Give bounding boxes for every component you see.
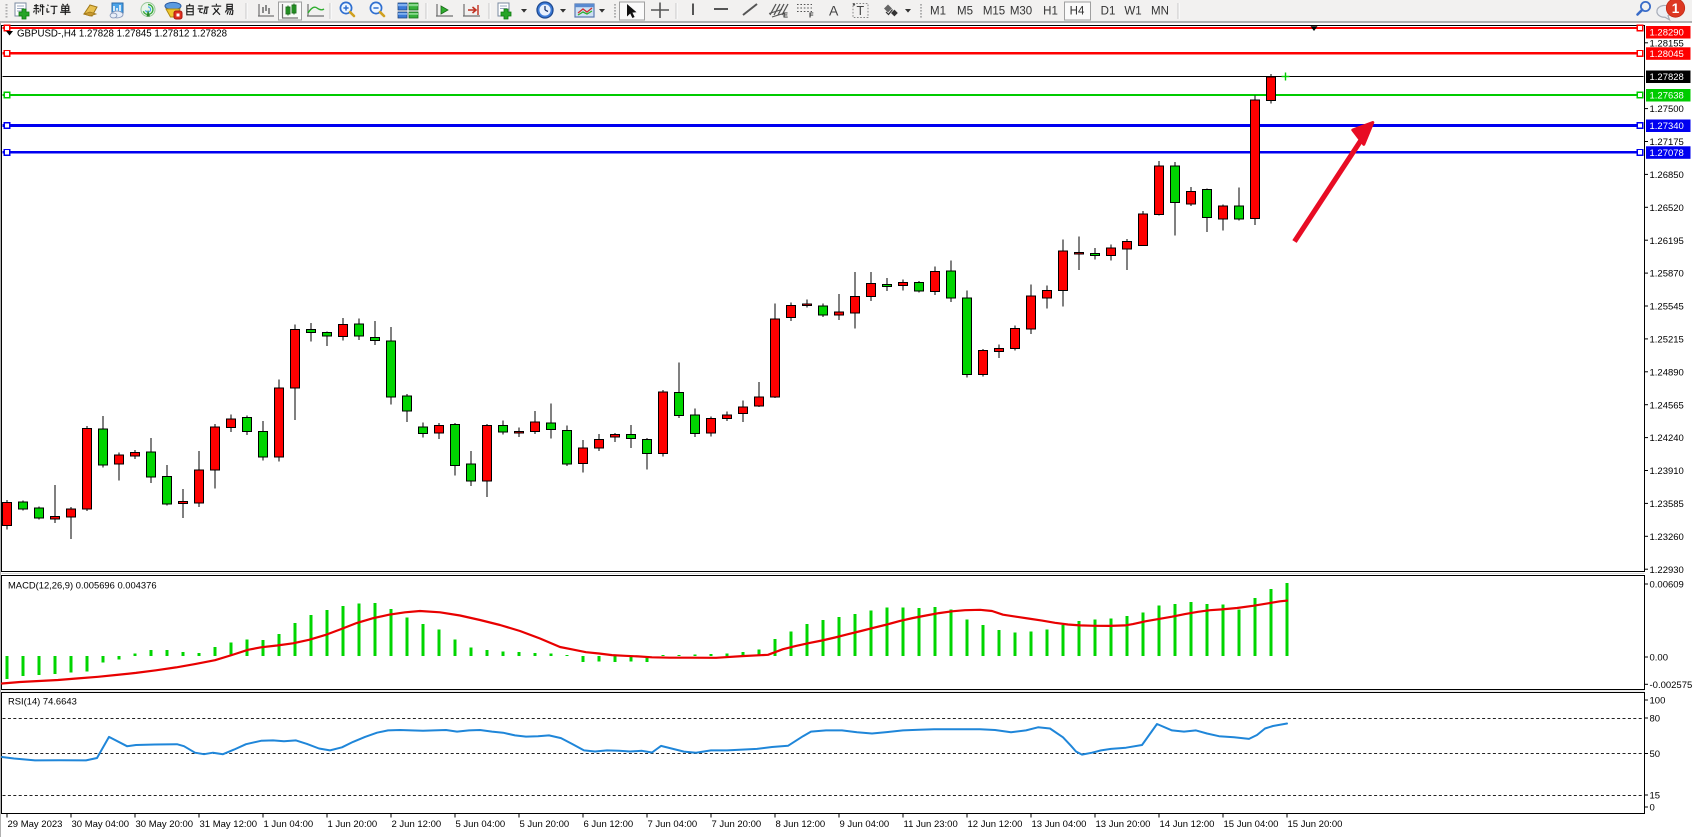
svg-text:1.25545: 1.25545 (1650, 302, 1684, 313)
svg-text:5 Jun 04:00: 5 Jun 04:00 (456, 819, 506, 830)
svg-text:30 May 20:00: 30 May 20:00 (136, 819, 194, 830)
svg-text:1: 1 (1672, 1, 1680, 16)
svg-text:E: E (783, 11, 788, 20)
svg-text:1.26850: 1.26850 (1650, 170, 1684, 181)
svg-text:1.22930: 1.22930 (1650, 565, 1684, 576)
svg-text:13 Jun 20:00: 13 Jun 20:00 (1096, 819, 1151, 830)
svg-text:7 Jun 04:00: 7 Jun 04:00 (648, 819, 698, 830)
svg-text:7 Jun 20:00: 7 Jun 20:00 (712, 819, 762, 830)
svg-text:11 Jun 23:00: 11 Jun 23:00 (904, 819, 958, 830)
svg-text:A: A (829, 3, 839, 19)
svg-text:1.27340: 1.27340 (1650, 121, 1684, 132)
svg-text:1.28290: 1.28290 (1650, 28, 1684, 39)
svg-text:13 Jun 04:00: 13 Jun 04:00 (1032, 819, 1087, 830)
svg-text:1.24240: 1.24240 (1650, 433, 1684, 444)
svg-text:1.24565: 1.24565 (1650, 400, 1684, 411)
svg-text:1.27638: 1.27638 (1650, 91, 1684, 102)
svg-text:15: 15 (1650, 791, 1661, 802)
svg-text:GBPUSD-,H4 1.27828 1.27845 1.: GBPUSD-,H4 1.27828 1.27845 1.27812 1.278… (17, 29, 227, 40)
svg-text:1 Jun 20:00: 1 Jun 20:00 (328, 819, 378, 830)
svg-text:1.26520: 1.26520 (1650, 203, 1684, 214)
svg-text:5 Jun 20:00: 5 Jun 20:00 (520, 819, 570, 830)
svg-text:MN: MN (1151, 6, 1169, 18)
svg-text:1.24890: 1.24890 (1650, 367, 1684, 378)
svg-text:100: 100 (1650, 696, 1666, 707)
svg-text:1.26195: 1.26195 (1650, 236, 1684, 247)
svg-text:50: 50 (1650, 749, 1661, 760)
svg-text:80: 80 (1650, 714, 1661, 725)
svg-text:MACD(12,26,9) 0.005696 0.00437: MACD(12,26,9) 0.005696 0.004376 (8, 580, 157, 591)
svg-text:1.27175: 1.27175 (1650, 137, 1684, 148)
svg-text:H4: H4 (1070, 6, 1085, 18)
svg-text:1 Jun 04:00: 1 Jun 04:00 (264, 819, 314, 830)
svg-text:1.27828: 1.27828 (1650, 72, 1684, 83)
svg-text:15 Jun 04:00: 15 Jun 04:00 (1224, 819, 1279, 830)
svg-text:M15: M15 (983, 6, 1005, 18)
svg-text:15 Jun 20:00: 15 Jun 20:00 (1288, 819, 1343, 830)
svg-text:M30: M30 (1010, 6, 1032, 18)
svg-text:6 Jun 12:00: 6 Jun 12:00 (584, 819, 634, 830)
svg-text:1.25870: 1.25870 (1650, 269, 1684, 280)
svg-text:1.27500: 1.27500 (1650, 104, 1684, 115)
svg-text:RSI(14) 74.6643: RSI(14) 74.6643 (8, 695, 77, 706)
svg-text:M5: M5 (957, 6, 973, 18)
svg-text:H1: H1 (1043, 6, 1058, 18)
svg-text:29 May 2023: 29 May 2023 (8, 819, 63, 830)
svg-text:14 Jun 12:00: 14 Jun 12:00 (1160, 819, 1215, 830)
svg-text:1.28045: 1.28045 (1650, 49, 1684, 60)
svg-text:0.00609: 0.00609 (1650, 580, 1684, 591)
svg-text:1.23585: 1.23585 (1650, 499, 1684, 510)
svg-text:1.27078: 1.27078 (1650, 148, 1684, 159)
svg-text:30 May 04:00: 30 May 04:00 (72, 819, 130, 830)
svg-text:1.28155: 1.28155 (1650, 38, 1684, 49)
svg-text:9 Jun 04:00: 9 Jun 04:00 (840, 819, 890, 830)
svg-text:F: F (809, 11, 814, 20)
svg-text:12 Jun 12:00: 12 Jun 12:00 (968, 819, 1023, 830)
svg-text:0.00: 0.00 (1650, 653, 1669, 664)
svg-text:2 Jun 12:00: 2 Jun 12:00 (392, 819, 442, 830)
svg-text:-0.002575: -0.002575 (1650, 680, 1692, 691)
svg-text:1.25215: 1.25215 (1650, 335, 1684, 346)
svg-text:8 Jun 12:00: 8 Jun 12:00 (776, 819, 826, 830)
svg-text:T: T (857, 4, 865, 18)
svg-text:1.23260: 1.23260 (1650, 532, 1684, 543)
svg-text:31 May 12:00: 31 May 12:00 (200, 819, 258, 830)
svg-text:0: 0 (1650, 803, 1655, 814)
svg-text:1.23910: 1.23910 (1650, 466, 1684, 477)
svg-text:D1: D1 (1101, 6, 1116, 18)
svg-text:W1: W1 (1124, 6, 1141, 18)
svg-text:M1: M1 (930, 6, 946, 18)
